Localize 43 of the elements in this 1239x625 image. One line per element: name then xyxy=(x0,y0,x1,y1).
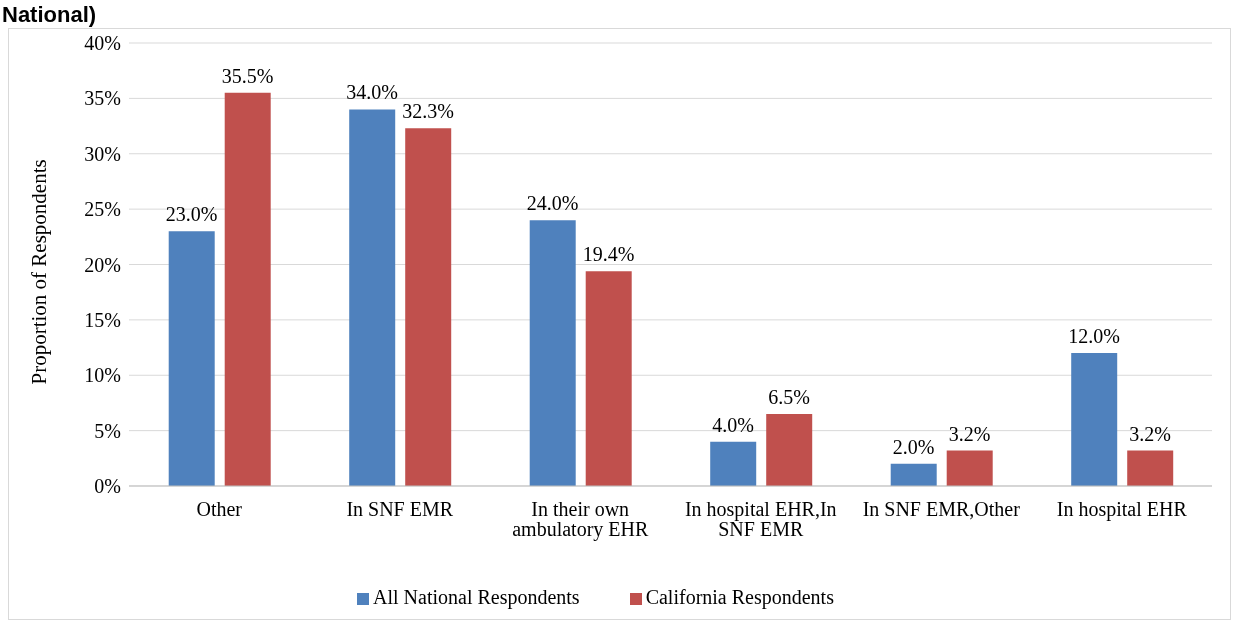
y-tick-label: 15% xyxy=(84,308,121,331)
data-label: 19.4% xyxy=(582,243,635,266)
y-tick-label: 25% xyxy=(84,198,121,221)
bar xyxy=(529,220,576,486)
data-label: 35.5% xyxy=(221,64,274,87)
x-tick-label: In SNF EMR,Other xyxy=(862,498,1021,521)
bar xyxy=(585,271,632,486)
data-label: 32.3% xyxy=(402,100,455,123)
data-label: 12.0% xyxy=(1068,325,1121,348)
x-tick-label: Other xyxy=(196,498,243,521)
data-label: 3.2% xyxy=(948,422,991,445)
data-label: 34.0% xyxy=(346,81,399,104)
x-tick-label: In hospital EHR xyxy=(1056,498,1188,522)
bar xyxy=(946,450,993,486)
legend-label: All National Respondents xyxy=(373,586,580,608)
y-tick-label: 30% xyxy=(84,142,121,165)
bar xyxy=(405,128,452,486)
bar xyxy=(890,463,937,486)
bar xyxy=(224,92,271,486)
y-tick-label: 10% xyxy=(84,364,121,387)
y-tick-label: 5% xyxy=(94,419,121,442)
data-label: 24.0% xyxy=(526,192,579,215)
x-tick-label: In hospital EHR,In SNF EMR xyxy=(684,498,837,541)
data-label: 2.0% xyxy=(892,435,935,458)
bar xyxy=(1071,353,1118,486)
bar xyxy=(168,231,215,486)
x-tick-label: In their own ambulatory EHR xyxy=(512,498,649,542)
data-label: 23.0% xyxy=(165,203,218,226)
data-label: 4.0% xyxy=(712,413,755,436)
y-tick-label: 40% xyxy=(84,32,121,55)
legend-label: California Respondents xyxy=(645,586,834,608)
bar xyxy=(710,441,757,486)
data-label: 3.2% xyxy=(1129,422,1172,445)
bar xyxy=(766,414,813,486)
bar xyxy=(1127,450,1174,486)
y-axis-title: Proportion of Respondents xyxy=(27,159,52,385)
y-tick-label: 35% xyxy=(84,87,121,110)
bar xyxy=(349,109,396,486)
y-tick-label: 20% xyxy=(84,253,121,276)
y-tick-label: 0% xyxy=(94,475,121,498)
data-label: 6.5% xyxy=(768,386,811,409)
x-tick-label: In SNF EMR xyxy=(346,498,454,521)
chart-title: National) xyxy=(2,2,98,28)
